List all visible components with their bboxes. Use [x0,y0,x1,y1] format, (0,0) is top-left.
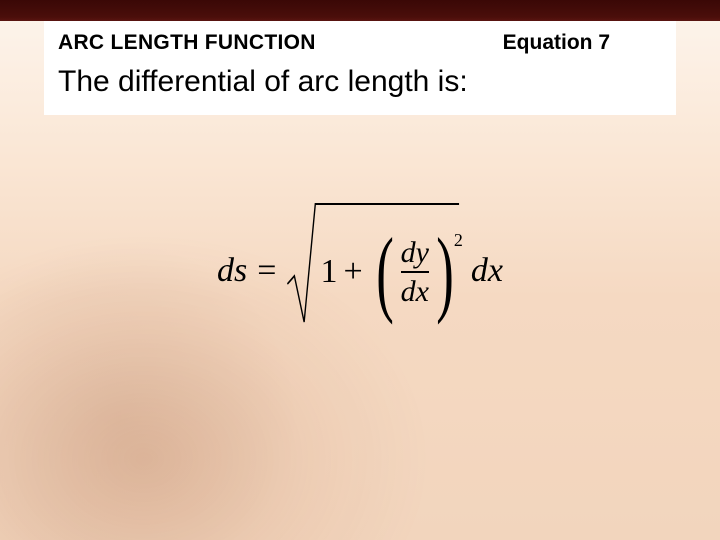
radicand: 1 + ( dy dx ) 2 [320,210,460,334]
one: 1 [320,253,337,291]
section-title: ARC LENGTH FUNCTION [58,31,316,55]
fraction-bar [401,271,429,273]
plus: + [343,253,362,291]
formula-area: ds = 1 + ( dy dx ) 2 [0,198,720,328]
right-paren: ) [436,236,454,308]
body-text: The differential of arc length is: [58,63,662,99]
top-strip [0,0,720,21]
fraction: dy dx [401,237,429,308]
equation-number: Equation 7 [503,31,610,55]
paren-group: ( dy dx ) 2 [369,236,461,308]
formula-dx: dx [471,252,503,290]
header-row: ARC LENGTH FUNCTION Equation 7 [58,29,662,63]
formula: ds = 1 + ( dy dx ) 2 [217,198,503,328]
left-paren: ( [376,236,394,308]
exponent-2: 2 [454,230,463,251]
formula-lhs: ds [217,252,247,290]
fraction-numerator: dy [401,237,429,269]
content-panel: ARC LENGTH FUNCTION Equation 7 The diffe… [44,21,676,115]
equals-sign: = [257,252,276,290]
fraction-denominator: dx [401,276,429,308]
sqrt-block: 1 + ( dy dx ) 2 [286,198,460,328]
